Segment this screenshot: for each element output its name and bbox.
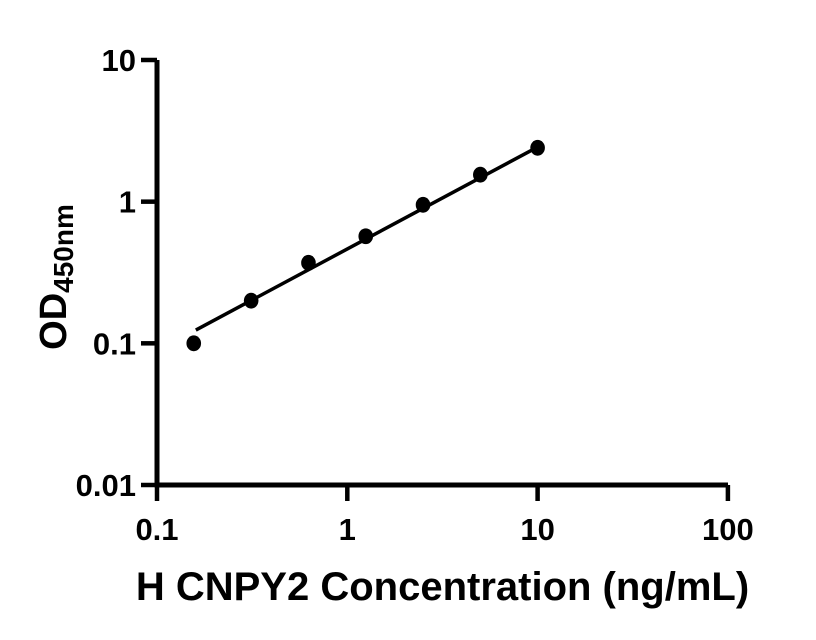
x-tick-label: 1 <box>339 512 356 547</box>
data-point <box>186 335 202 352</box>
data-point <box>301 254 316 271</box>
y-axis-title: OD450nm <box>33 204 79 350</box>
data-point <box>473 166 488 183</box>
x-axis-title: H CNPY2 Concentration (ng/mL) <box>136 565 749 609</box>
y-tick-label: 10 <box>102 43 136 78</box>
x-tick-label: 100 <box>702 512 754 547</box>
data-point <box>358 228 374 245</box>
y-tick-label: 0.1 <box>93 326 136 361</box>
data-point <box>530 139 545 156</box>
data-point <box>415 196 431 213</box>
x-tick-label: 10 <box>520 512 554 547</box>
y-axis-title-subscript: 450nm <box>48 204 79 293</box>
x-tick-label: 0.1 <box>135 512 178 547</box>
data-point <box>243 292 259 309</box>
y-tick-label: 0.01 <box>76 468 136 503</box>
y-tick-label: 1 <box>119 185 136 220</box>
